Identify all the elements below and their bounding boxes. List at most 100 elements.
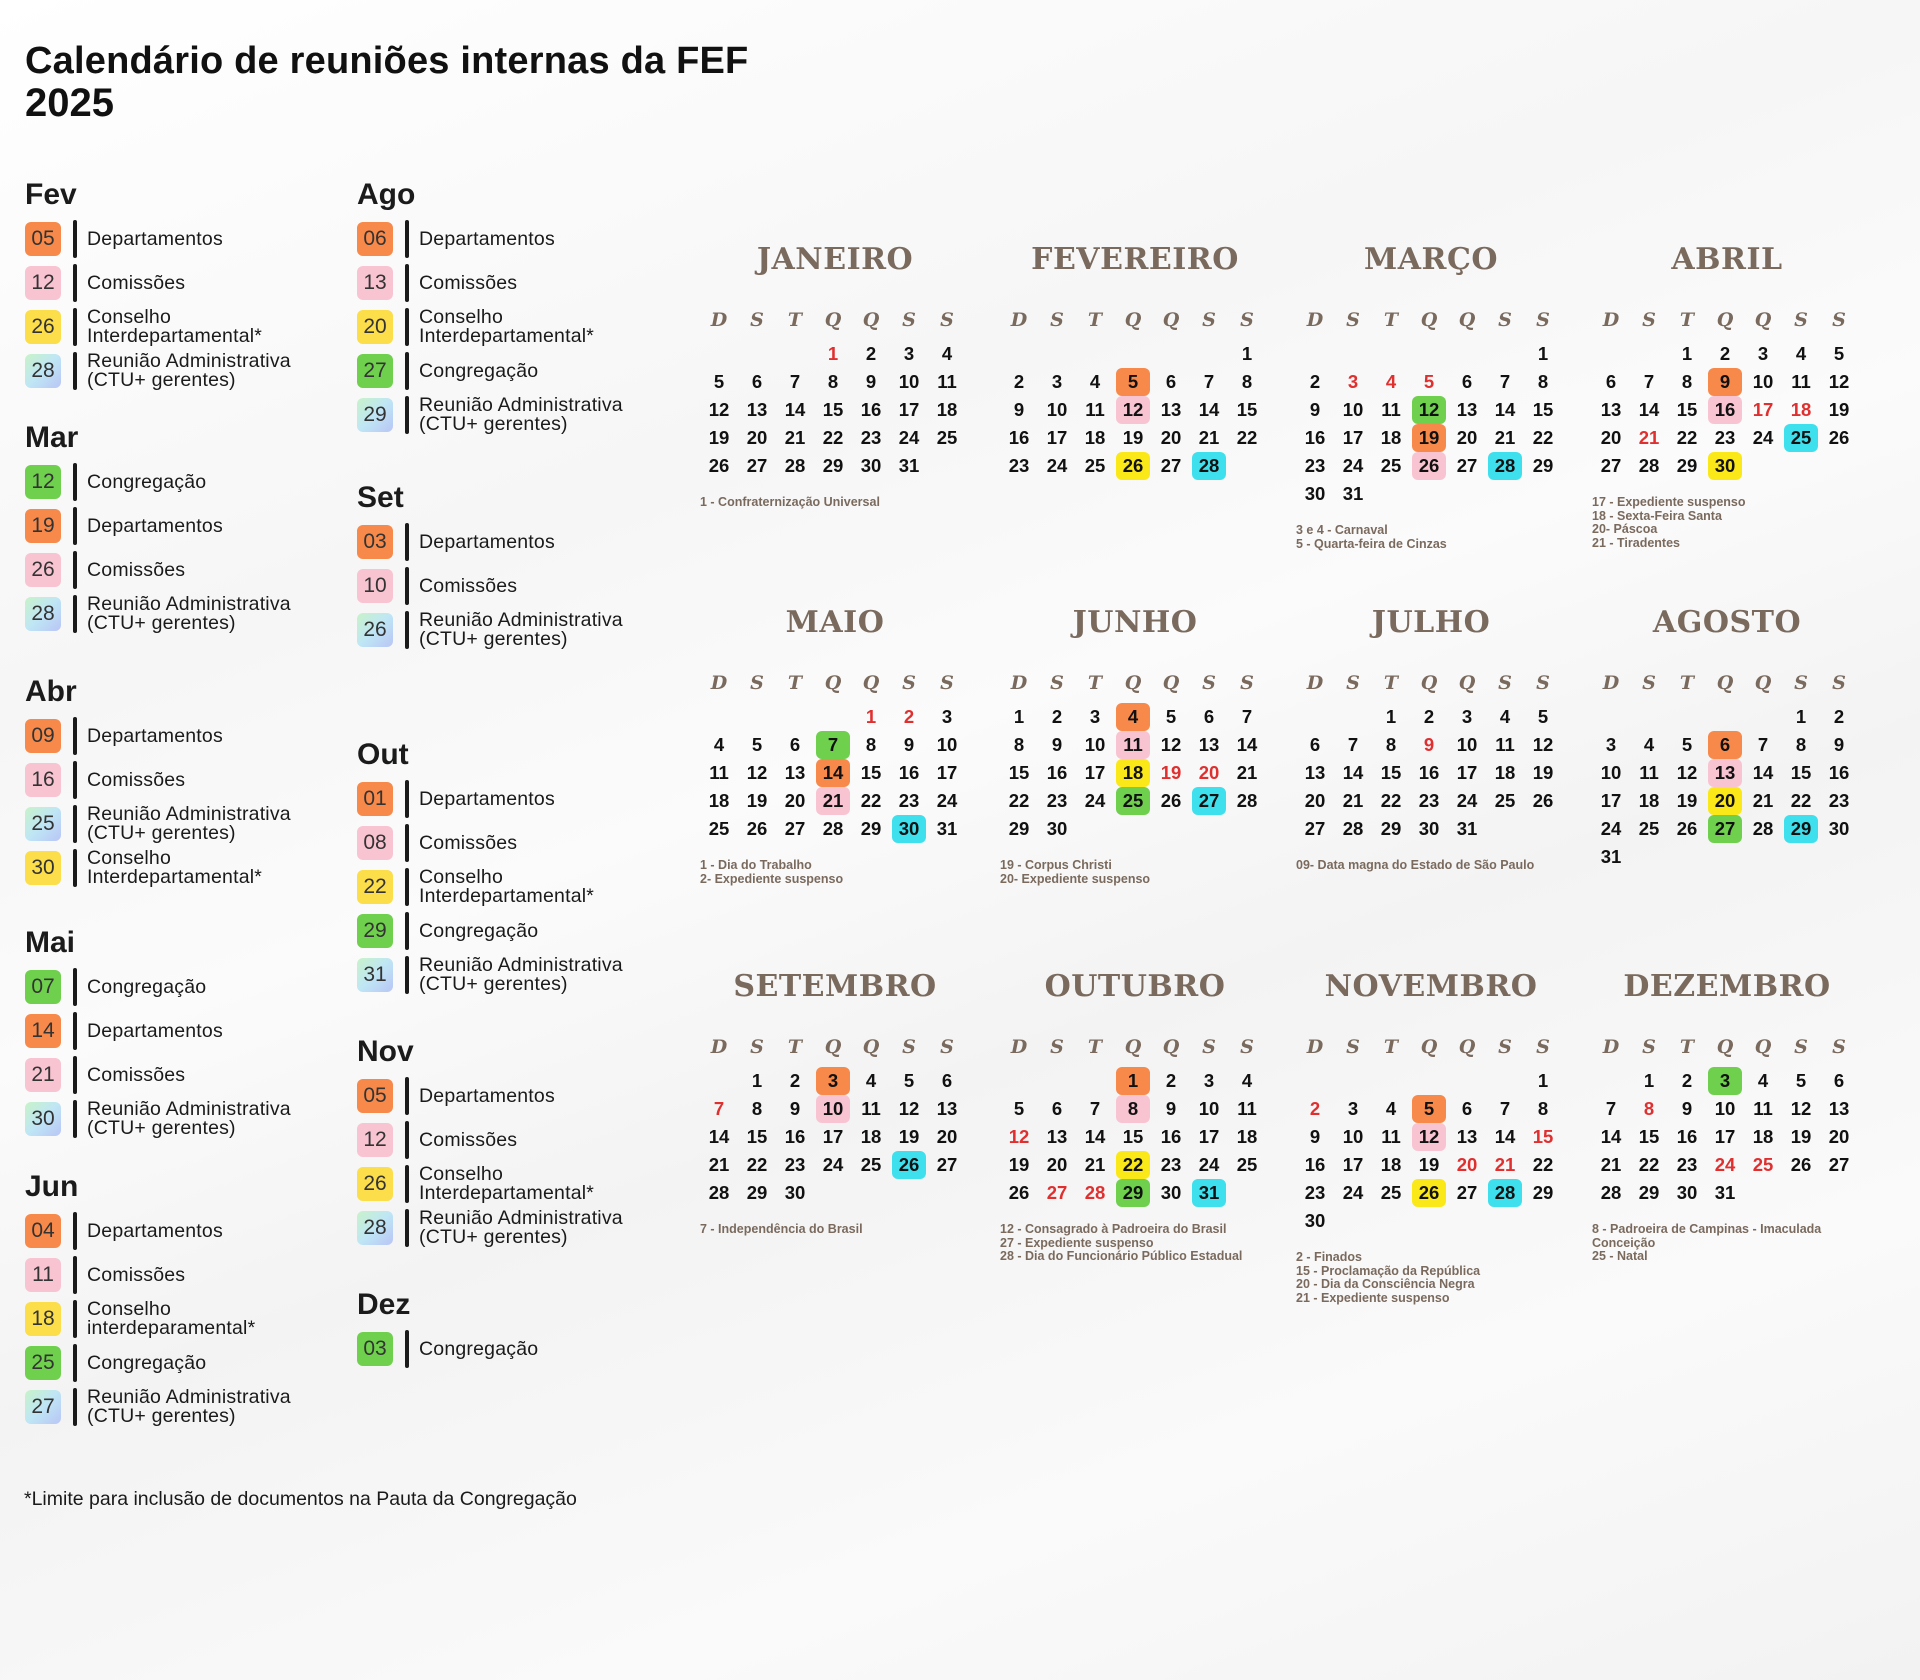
month-days: D S T Q Q S S 1 2 3 4 5 6 7 8 9 10 11 12 13 14 15 16 17 18 19 20 21…: [1000, 1027, 1270, 1207]
week-row: 5 6 7 8 9 10 11: [1000, 1095, 1270, 1123]
day-cell: 10: [898, 371, 920, 392]
event-label: Conselho Interdepartamental*: [87, 306, 263, 347]
day-cell: 13: [746, 399, 768, 420]
weekday-label: S: [902, 309, 916, 331]
weekday-label: Q: [1162, 309, 1180, 331]
day-cell: 1: [1537, 343, 1549, 364]
day-cell: 14: [1752, 762, 1774, 783]
event-day-badge: 25: [25, 1346, 61, 1380]
week-row: 7 8 9 10 11 12 13: [700, 1095, 970, 1123]
day-cell-highlighted: 30: [892, 815, 926, 843]
empty-day: [776, 703, 814, 731]
weekday-label: D: [1602, 672, 1620, 694]
day-cell: 15: [1236, 399, 1258, 420]
day-cell-highlighted: 27: [1192, 787, 1226, 815]
weekday-label: D: [1010, 309, 1028, 331]
day-cell-highlighted: 10: [816, 1095, 850, 1123]
day-cell: 17: [1752, 399, 1774, 420]
holiday-notes: 17 - Expediente suspenso 18 - Sexta-Feira…: [1592, 495, 1746, 550]
event-divider: [405, 220, 409, 258]
week-row: 17 18 19 20 21 22 23: [1592, 787, 1862, 815]
day-cell: 12: [1008, 1126, 1030, 1147]
event-label: Comissões: [419, 271, 518, 294]
day-cell: 19: [1160, 762, 1182, 783]
day-cell: 3: [1757, 343, 1769, 364]
day-cell: 11: [1753, 1098, 1773, 1119]
day-cell: 30: [1046, 818, 1068, 839]
day-cell: 20: [1456, 427, 1478, 448]
event-divider: [73, 968, 77, 1006]
legend-month-name: Jun: [25, 1170, 79, 1203]
day-cell: 22: [1008, 790, 1030, 811]
week-row: 9 10 11 12 13 14 15: [1296, 1123, 1566, 1151]
day-cell: 10: [1342, 1126, 1364, 1147]
weekday-label: S: [940, 309, 954, 331]
empty-day: [1592, 703, 1630, 731]
week-row: 20 21 22 23 24 25 26: [1296, 787, 1566, 815]
day-cell: 1: [1013, 706, 1025, 727]
event-day-badge: 05: [25, 222, 61, 256]
day-cell: 26: [1676, 818, 1698, 839]
day-cell: 15: [1532, 1126, 1554, 1147]
day-cell: 10: [1600, 762, 1622, 783]
day-cell-highlighted: 26: [1116, 452, 1150, 480]
day-cell: 5: [1013, 1098, 1025, 1119]
day-cell: 23: [784, 1154, 806, 1175]
day-cell-highlighted: 25: [1784, 424, 1818, 452]
day-cell: 16: [1160, 1126, 1182, 1147]
legend-month-name: Out: [357, 738, 409, 771]
event-day-badge: 03: [357, 525, 393, 559]
day-cell: 10: [1046, 399, 1068, 420]
weekday-label: Q: [1162, 1036, 1180, 1058]
day-cell-highlighted: 28: [1488, 1179, 1522, 1207]
event-divider: [405, 824, 409, 862]
day-cell: 1: [1537, 1070, 1549, 1091]
empty-day: [700, 703, 738, 731]
day-cell: 16: [1304, 1154, 1326, 1175]
weekday-label: S: [1240, 1036, 1254, 1058]
event-day-badge: 27: [25, 1390, 61, 1424]
day-cell: 21: [1494, 1154, 1516, 1175]
day-cell: 6: [1461, 1098, 1473, 1119]
day-cell: 28: [708, 1182, 730, 1203]
week-row: 1 2 3 4 5: [1296, 703, 1566, 731]
day-cell: 4: [941, 343, 953, 364]
day-cell: 23: [1418, 790, 1440, 811]
day-cell: 13: [784, 762, 806, 783]
week-row: 16 17 18 19 20 21 22: [1296, 424, 1566, 452]
day-cell: 17: [1342, 1154, 1364, 1175]
day-cell-highlighted: 22: [1116, 1151, 1150, 1179]
day-cell: 20: [1160, 427, 1182, 448]
day-cell: 30: [1828, 818, 1850, 839]
day-cell: 9: [1833, 734, 1845, 755]
day-cell: 11: [1085, 399, 1105, 420]
month-days: D S T Q Q S S 1 2 3 4 5 6 7 8 9 10 11 12 13 14 15 16 17 18 19 20 21…: [700, 663, 970, 843]
day-cell: 14: [1494, 399, 1516, 420]
weekday-label: T: [1383, 1036, 1399, 1058]
empty-day: [1296, 703, 1334, 731]
week-row: 14 15 16 17 18 19 20: [700, 1123, 970, 1151]
day-cell: 14: [1494, 1126, 1516, 1147]
day-cell: 27: [746, 455, 768, 476]
event-divider: [73, 1012, 77, 1050]
legend-month-name: Set: [357, 481, 404, 514]
month-name: AGOSTO: [1652, 605, 1802, 640]
day-cell: 18: [860, 1126, 882, 1147]
weekday-label: S: [1050, 672, 1064, 694]
month-name: ABRIL: [1671, 242, 1783, 277]
event-divider: [73, 1212, 77, 1250]
day-cell: 6: [1605, 371, 1617, 392]
event-day-badge: 16: [25, 763, 61, 797]
legend-month-set: Set 03 Departamentos 10 Comissões 26 Reunião A…: [357, 483, 623, 649]
event-day-badge: 29: [357, 398, 393, 432]
weekday-label: T: [1679, 1036, 1695, 1058]
week-row: 30 31: [1296, 480, 1566, 508]
event-label: Departamentos: [419, 530, 555, 553]
legend-month-jun: Jun 04 Departamentos 11 Comissões 18 Conselho i…: [25, 1172, 291, 1426]
week-row: 26 27 28 29 30 31: [700, 452, 970, 480]
